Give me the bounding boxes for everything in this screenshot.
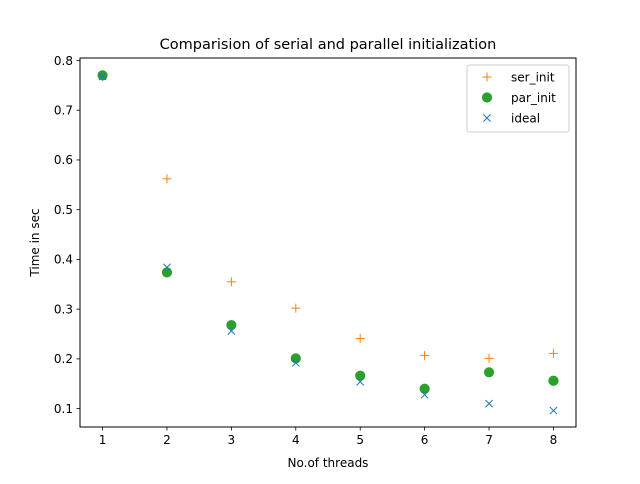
point-ideal-7 <box>485 399 493 408</box>
legend-marker-ideal <box>483 114 491 122</box>
data-marks <box>97 70 559 415</box>
point-par_init-6 <box>419 383 430 394</box>
point-ideal-8 <box>549 406 558 415</box>
y-tick-label: 0.7 <box>54 104 73 118</box>
point-ideal-1 <box>98 72 107 81</box>
x-tick-label: 7 <box>485 433 493 447</box>
point-par_init-5 <box>355 370 366 381</box>
legend-label-ideal: ideal <box>511 111 540 125</box>
x-axis-label: No.of threads <box>288 456 369 470</box>
point-ideal-4 <box>291 358 300 367</box>
point-ser_init-8 <box>548 348 558 358</box>
point-par_init-7 <box>483 367 495 378</box>
y-tick-label: 0.8 <box>54 54 73 68</box>
point-ser_init-6 <box>420 350 430 360</box>
x-tick-label: 5 <box>356 433 364 447</box>
chart-title: Comparision of serial and parallel initi… <box>160 37 497 53</box>
legend-marker-ser_init <box>482 72 492 82</box>
legend-label-par_init: par_init <box>511 91 556 105</box>
point-ideal-5 <box>356 377 365 386</box>
x-tick-label: 8 <box>550 433 558 447</box>
point-ser_init-3 <box>226 277 236 287</box>
x-tick-label: 4 <box>292 433 300 447</box>
y-axis-ticks: 0.1 0.2 0.3 0.4 0.5 0.6 0.7 0.8 <box>54 54 80 416</box>
legend-marker-par_init <box>481 92 493 103</box>
y-tick-label: 0.5 <box>54 203 73 217</box>
x-tick-label: 2 <box>163 433 171 447</box>
point-ser_init-7 <box>484 353 494 363</box>
point-par_init-3 <box>226 319 237 331</box>
y-tick-label: 0.1 <box>54 402 73 416</box>
y-tick-label: 0.2 <box>54 352 73 366</box>
x-axis-ticks: 1 2 3 4 5 6 7 8 <box>99 427 558 447</box>
x-tick-label: 1 <box>99 433 107 447</box>
point-ideal-6 <box>420 390 429 399</box>
point-par_init-4 <box>290 353 301 364</box>
point-ser_init-2 <box>162 174 172 184</box>
y-tick-label: 0.6 <box>54 153 73 167</box>
plot-area-frame <box>79 57 577 428</box>
x-tick-label: 3 <box>228 433 236 447</box>
y-tick-label: 0.3 <box>54 302 73 316</box>
y-axis-label: Time in sec <box>28 208 42 277</box>
point-par_init-8 <box>548 375 559 386</box>
point-par_init-2 <box>161 267 173 278</box>
point-ideal-3 <box>227 327 236 335</box>
point-ideal-2 <box>163 263 171 272</box>
legend-label-ser_init: ser_init <box>511 70 555 84</box>
point-ser_init-5 <box>355 333 365 343</box>
x-tick-label: 6 <box>421 433 429 447</box>
y-tick-label: 0.4 <box>54 253 73 267</box>
legend-frame <box>466 64 570 133</box>
point-par_init-1 <box>97 70 108 81</box>
point-ser_init-4 <box>291 303 301 313</box>
